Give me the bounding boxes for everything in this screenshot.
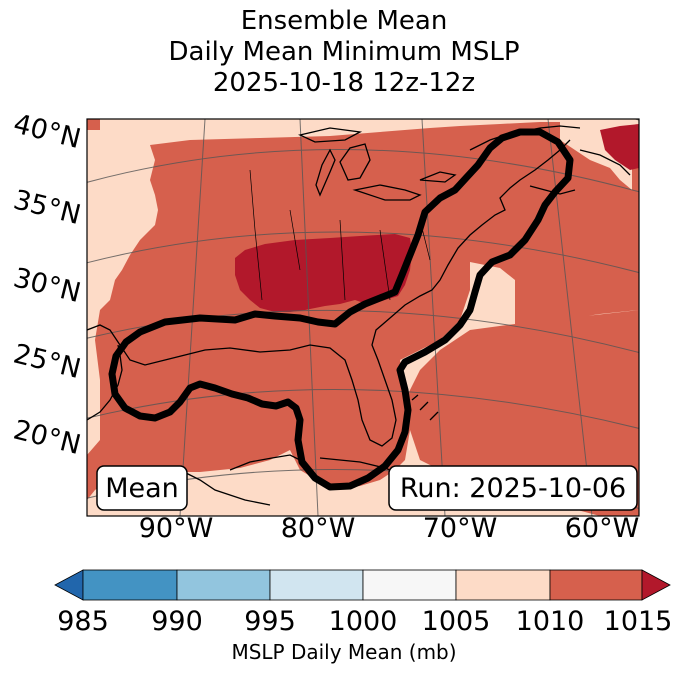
mslp-field-over-1015 (235, 124, 639, 312)
title-line-3: 2025-10-18 12z-12z (212, 68, 476, 98)
map-frame (86, 118, 640, 517)
run-label-box: Run: 2025-10-06 (388, 465, 638, 511)
chart-title: Ensemble Mean Daily Mean Minimum MSLP 20… (0, 6, 688, 99)
coastlines (87, 125, 631, 506)
colorbar-bin-985-990 (82, 569, 178, 601)
colorbar-tick-1000: 1000 (328, 606, 398, 637)
mslp-field-1010-1015 (87, 119, 639, 516)
colorbar-bin-990-995 (176, 569, 271, 601)
colorbar-tick-1005: 1005 (421, 606, 491, 637)
colorbar-tick-990: 990 (151, 606, 203, 637)
colorbar-over-extension (641, 569, 671, 601)
colorbar-label: MSLP Daily Mean (mb) (231, 640, 457, 664)
colorbar-tick-1010: 1010 (515, 606, 585, 637)
lon-label-60: 60°W (564, 513, 640, 544)
colorbar-bin-1010-1015 (549, 569, 643, 601)
colorbar-bin-1005-1010 (455, 569, 551, 601)
title-line-1: Ensemble Mean (240, 6, 448, 36)
colorbar (54, 569, 671, 601)
colorbar-under-extension (54, 569, 84, 601)
lon-label-70: 70°W (422, 513, 498, 544)
map-panel (87, 119, 639, 516)
colorbar-bin-995-1000 (269, 569, 364, 601)
colorbar-tick-1015: 1015 (603, 606, 673, 637)
lon-label-80: 80°W (280, 513, 356, 544)
colorbar-tick-985: 985 (57, 606, 109, 637)
colorbar-tick-995: 995 (244, 606, 296, 637)
colorbar-bin-1000-1005 (362, 569, 457, 601)
lon-label-90: 90°W (138, 513, 214, 544)
mslp-contour-outline (108, 128, 574, 491)
mean-label: Mean (105, 473, 179, 504)
mean-label-box: Mean (96, 465, 188, 511)
run-label: Run: 2025-10-06 (400, 473, 626, 504)
title-line-2: Daily Mean Minimum MSLP (168, 37, 520, 67)
